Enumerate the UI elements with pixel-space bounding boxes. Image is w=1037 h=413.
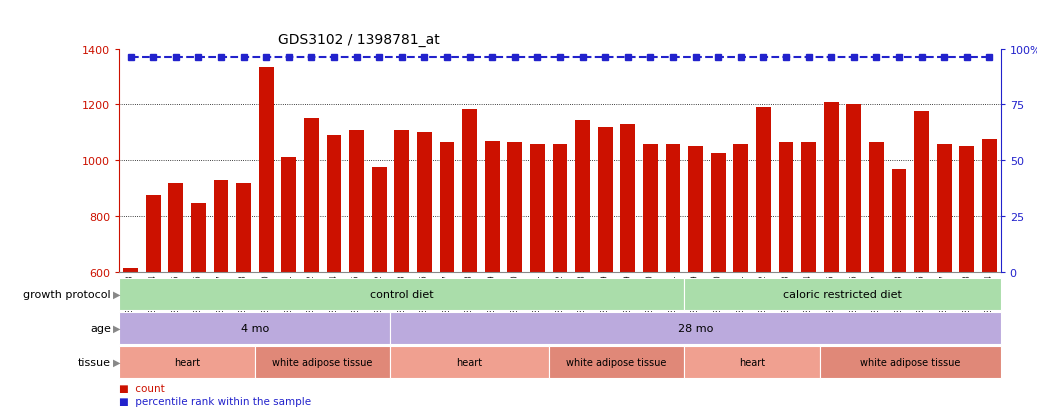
Text: ▶: ▶ [113,357,120,367]
Bar [666,144,680,272]
Bar [327,136,341,272]
Bar [146,196,161,272]
Bar [643,144,657,272]
Bar [684,278,1001,310]
Bar [394,130,410,272]
Bar [820,346,1001,378]
Bar [214,180,228,272]
Bar [620,125,635,272]
Bar [982,140,997,272]
Bar [959,147,974,272]
Bar [168,183,184,272]
Bar [255,346,391,378]
Text: 28 mo: 28 mo [678,323,713,333]
Text: age: age [90,323,111,333]
Bar [553,144,567,272]
Bar [304,119,318,272]
Bar [689,147,703,272]
Bar [684,346,820,378]
Bar [892,169,906,272]
Bar [710,154,726,272]
Text: caloric restricted diet: caloric restricted diet [783,289,902,299]
Bar [119,312,391,344]
Bar [463,109,477,272]
Text: ■  count: ■ count [119,383,165,393]
Text: 4 mo: 4 mo [241,323,269,333]
Text: control diet: control diet [370,289,433,299]
Text: white adipose tissue: white adipose tissue [860,357,960,367]
Text: ■  percentile rank within the sample: ■ percentile rank within the sample [119,396,311,406]
Bar [846,105,861,272]
Bar [236,183,251,272]
Bar [549,346,684,378]
Bar [756,108,770,272]
Text: white adipose tissue: white adipose tissue [566,357,667,367]
Bar [349,130,364,272]
Bar [823,102,839,272]
Bar [259,68,274,272]
Bar [507,143,522,272]
Bar [779,143,793,272]
Bar [391,312,1001,344]
Bar [123,268,138,272]
Bar [576,121,590,272]
Bar [391,346,549,378]
Bar [598,128,613,272]
Bar [869,143,884,272]
Bar [119,278,684,310]
Text: ▶: ▶ [113,323,120,333]
Bar [440,143,454,272]
Bar [281,158,297,272]
Bar [530,144,544,272]
Bar [733,144,748,272]
Bar [485,141,500,272]
Bar [191,204,205,272]
Bar [372,168,387,272]
Bar [936,144,952,272]
Text: ▶: ▶ [113,289,120,299]
Text: heart: heart [456,357,482,367]
Text: white adipose tissue: white adipose tissue [273,357,373,367]
Text: tissue: tissue [78,357,111,367]
Bar [802,143,816,272]
Bar [119,346,255,378]
Text: heart: heart [739,357,765,367]
Bar [417,133,431,272]
Bar [915,112,929,272]
Text: heart: heart [174,357,200,367]
Text: growth protocol: growth protocol [24,289,111,299]
Text: GDS3102 / 1398781_at: GDS3102 / 1398781_at [278,33,440,47]
